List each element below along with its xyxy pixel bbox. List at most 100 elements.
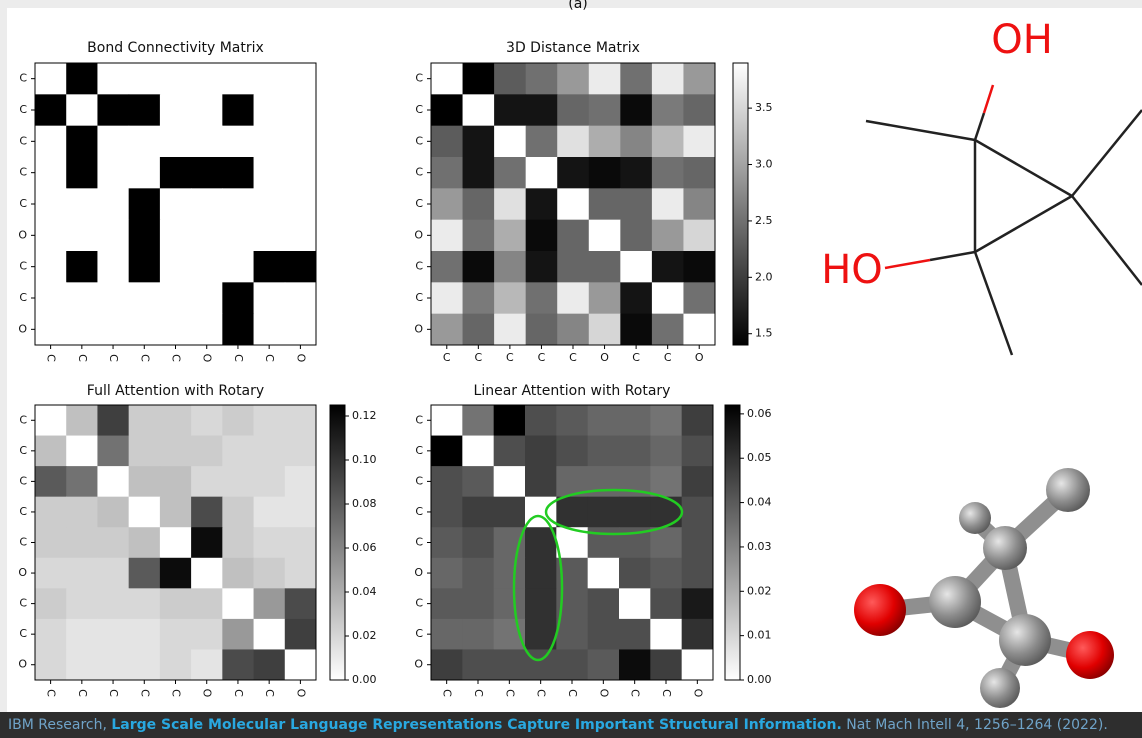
heatmap-cell [556, 649, 588, 680]
y-tick-label: C [19, 72, 27, 85]
heatmap-cell [191, 188, 223, 220]
y-tick-label: C [415, 474, 423, 487]
heatmap-cell [97, 558, 129, 589]
colorbar [725, 405, 740, 680]
heatmap-cell [191, 405, 223, 436]
heatmap-cell [222, 558, 254, 589]
heatmap-cell [494, 558, 526, 589]
heatmap-cell [285, 436, 317, 467]
heatmap-cell [619, 497, 651, 528]
x-tick-label: C [138, 689, 151, 697]
x-tick-label: C [138, 354, 151, 362]
heatmap-cell [683, 220, 715, 252]
y-tick-label: C [19, 413, 27, 426]
x-tick-label: C [170, 689, 183, 697]
heatmap-cell [556, 405, 588, 436]
heatmap-cell [35, 94, 67, 126]
heatmap-cell [97, 282, 129, 314]
heatmap-cell [682, 619, 714, 650]
heatmap-cell [494, 436, 526, 467]
heatmap-cell [129, 94, 161, 126]
heatmap-cell [222, 251, 254, 283]
heatmap-cell [160, 282, 192, 314]
heatmap-cell [254, 436, 286, 467]
x-tick-label: C [472, 689, 485, 697]
heatmap-cell [35, 619, 67, 650]
heatmap-cell [97, 649, 129, 680]
heatmap-cell [589, 94, 621, 126]
heatmap-cell [588, 649, 620, 680]
heatmap-cell [463, 314, 495, 346]
x-tick-label: O [201, 689, 214, 698]
heatmap-cell [682, 497, 714, 528]
heatmap-cell [97, 126, 129, 158]
y-tick-label: O [18, 228, 27, 241]
heatmap-cell [683, 94, 715, 126]
colorbar-tick-label: 0.10 [352, 453, 377, 466]
heatmap-cell [431, 188, 463, 220]
heatmap-cell [222, 220, 254, 252]
heatmap-cell [462, 619, 494, 650]
heatmap-cell [129, 436, 161, 467]
heatmap-cell [222, 649, 254, 680]
heatmap-cell [557, 157, 589, 189]
heatmap-cell [620, 126, 652, 158]
heatmap-cell [285, 126, 317, 158]
y-tick-label: O [414, 228, 423, 241]
x-tick-label: O [294, 354, 307, 363]
heatmap-cell [557, 94, 589, 126]
heatmap-cell [526, 94, 558, 126]
heatmap-cell [97, 497, 129, 528]
heatmap-cell [588, 405, 620, 436]
heatmap-cell [66, 436, 98, 467]
y-tick-label: C [19, 505, 27, 518]
x-tick-label: C [538, 351, 546, 364]
x-tick-label: C [664, 351, 672, 364]
heatmap-cell [431, 63, 463, 95]
heatmap-cell [556, 497, 588, 528]
heatmap-cell [191, 220, 223, 252]
heatmap-cell [66, 588, 98, 619]
heatmap-cell [431, 436, 463, 467]
y-tick-label: C [415, 166, 423, 179]
heatmap-cell [682, 527, 714, 558]
heatmap-cell [254, 649, 286, 680]
x-tick-label: C [170, 354, 183, 362]
heatmap-cell [254, 188, 286, 220]
chart-title: Bond Connectivity Matrix [87, 40, 264, 56]
colorbar-tick-label: 0.00 [352, 673, 377, 686]
x-tick-label: C [232, 354, 245, 362]
colorbar-tick-label: 0.06 [747, 407, 772, 420]
heatmap-cell [589, 188, 621, 220]
heatmap-cell [431, 94, 463, 126]
page: (a) OH HO Bond Connectivity MatrixCCCCCC… [0, 0, 1142, 738]
heatmap-cell [431, 157, 463, 189]
y-tick-label: C [415, 627, 423, 640]
x-tick-label: C [441, 689, 454, 697]
heatmap-cell [222, 188, 254, 220]
heatmap-cell [222, 588, 254, 619]
heatmap-cell [462, 497, 494, 528]
colorbar [733, 63, 748, 345]
heatmap-cell [683, 251, 715, 283]
x-tick-label: C [76, 689, 89, 697]
heatmap-cell [160, 527, 192, 558]
y-tick-label: C [415, 505, 423, 518]
heatmap-cell [494, 126, 526, 158]
y-tick-label: C [415, 72, 423, 85]
heatmap-cell [525, 405, 557, 436]
heatmap-cell [160, 251, 192, 283]
heatmap-cell [254, 63, 286, 95]
heatmap-cell [285, 282, 317, 314]
heatmap-cell [494, 63, 526, 95]
heatmap-cell [35, 558, 67, 589]
heatmap-cell [588, 588, 620, 619]
heatmap-cell [129, 220, 161, 252]
caption-title[interactable]: Large Scale Molecular Language Represent… [111, 717, 841, 733]
heatmap-cell [463, 157, 495, 189]
heatmap-cell [97, 314, 129, 346]
heatmap-cell [222, 497, 254, 528]
colorbar-tick-label: 0.04 [747, 496, 772, 509]
y-tick-label: C [415, 103, 423, 116]
y-tick-label: C [19, 291, 27, 304]
